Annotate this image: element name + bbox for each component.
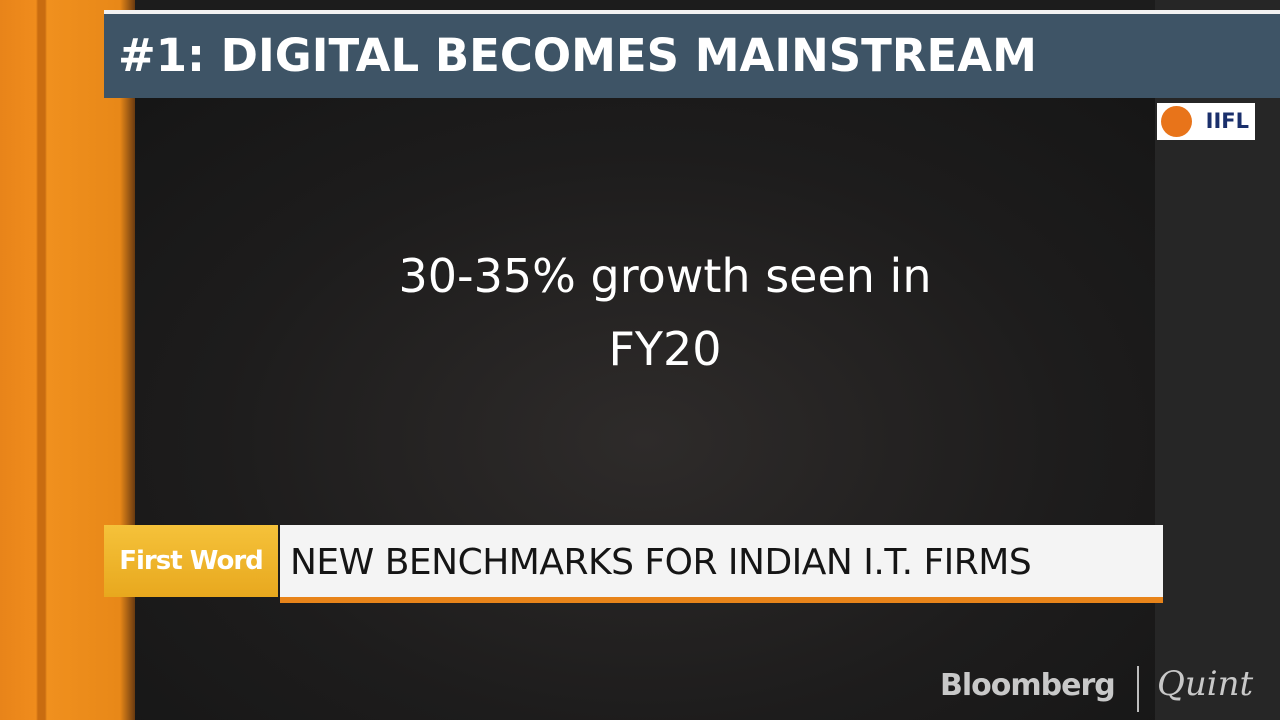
brand-separator: [1137, 666, 1139, 712]
background-photo: [135, 98, 1155, 720]
brand: Quint: [1157, 664, 1254, 704]
logo-emblem: [1161, 106, 1192, 137]
headline: NEW BENCHMARKS FOR INDIAN I.T. FIRMS: [280, 525, 1163, 603]
brand: Bloomberg: [940, 668, 1116, 703]
title-bar: #1: DIGITAL BECOMES MAINSTREAM: [104, 10, 1280, 98]
caption-line: 30-35% growth seen in: [398, 249, 932, 303]
caption: 30-35% growth seen in FY20: [135, 240, 1195, 386]
side-strip: [0, 0, 135, 720]
caption-line: FY20: [608, 322, 722, 376]
show-tag: First Word: [104, 525, 278, 597]
